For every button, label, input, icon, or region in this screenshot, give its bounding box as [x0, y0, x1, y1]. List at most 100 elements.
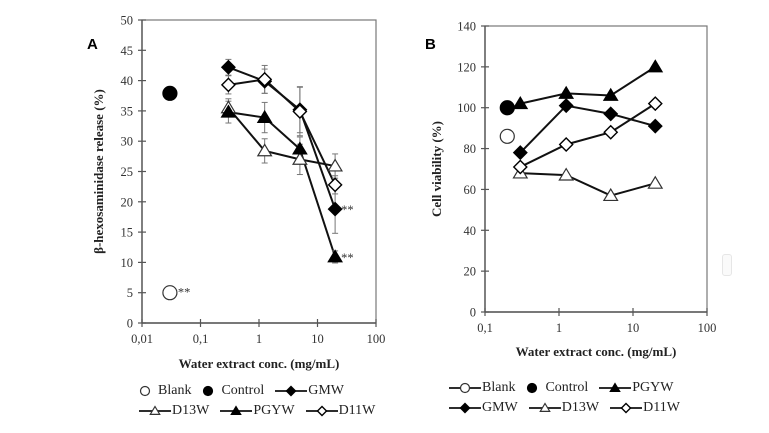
legend-marker: [459, 402, 471, 414]
pa-point-d13w: [292, 151, 308, 165]
pa-y-tick-label: 45: [121, 44, 134, 58]
legend-item-pgyw: PGYW: [598, 378, 673, 398]
legend-item-d13w: D13W: [528, 398, 599, 418]
pb-x-tick-label: 100: [698, 321, 717, 335]
pa-point-blank: [162, 285, 178, 301]
legend-item-blank: Blank: [138, 381, 191, 401]
pa-line-gmw: [228, 66, 337, 210]
pa-y-tick-label: 5: [127, 286, 133, 300]
pb-point-d11w: [512, 159, 528, 175]
pa-point-pgyw: [327, 249, 343, 263]
pa-point-pgyw: [220, 104, 237, 118]
legend-symbol-gmw-icon: [275, 385, 308, 397]
legend-row: GMW D13W D11W: [448, 398, 690, 418]
legend-label: Control: [221, 383, 265, 398]
pa-point-d13w: [256, 143, 273, 157]
pb-y-tick-label: 80: [464, 142, 477, 156]
legend-marker: [230, 405, 243, 415]
pa-point-d11w: [220, 77, 236, 93]
legend-label: Blank: [158, 383, 192, 398]
pa-point-pgyw: [256, 109, 273, 124]
pa-y-tick-label: 15: [121, 226, 134, 240]
legend-label: GMW: [308, 383, 345, 398]
legend-symbol-pgyw-icon: [220, 405, 253, 415]
legend-item-control: Control: [201, 381, 264, 401]
pb-y-tick-label: 20: [464, 265, 477, 279]
legend-item-d13w: D13W: [138, 401, 209, 421]
pa-y-tick-label: 40: [121, 74, 134, 88]
pa-y-tick-label: 35: [121, 104, 134, 118]
pa-y-tick-label: 30: [121, 135, 134, 149]
pa-point-d11w: [292, 104, 308, 119]
legend-marker: [459, 382, 471, 394]
legend-symbol-d13w-icon: [139, 405, 171, 415]
pb-point-d13w: [558, 167, 575, 181]
chart-a-plot: 0 5 10 15 20 25 30 35 40 45 50 0,01 0,1 1 10 100 Water e…: [91, 14, 385, 372]
pb-y-tick-label: 0: [470, 306, 476, 320]
pa-significance-pgyw: **: [341, 251, 354, 265]
pb-line-d13w: [520, 172, 656, 197]
legend-marker: [203, 385, 214, 397]
pa-x-tick-label: 1: [256, 332, 262, 346]
legend-symbol-d13w-icon: [528, 402, 561, 412]
pa-y-tick-label: 25: [121, 165, 134, 179]
pa-point-d11w: [257, 71, 273, 87]
legend-marker: [609, 382, 622, 392]
pb-y-tick-label: 120: [457, 60, 476, 74]
pa-point-control: [162, 85, 178, 101]
pb-point-pgyw: [602, 87, 619, 101]
pb-point-pgyw: [512, 95, 529, 110]
legend-symbol-gmw-icon: [449, 402, 481, 414]
pa-y-tick-label: 0: [127, 317, 133, 331]
pb-line-gmw: [519, 104, 656, 154]
pa-point-d11w: [327, 177, 343, 193]
pb-point-gmw: [603, 106, 619, 122]
pa-point-gmw: [220, 59, 236, 75]
legend-label: D11W: [643, 400, 680, 415]
legend-label: D13W: [172, 403, 210, 418]
pb-line-pgyw: [520, 66, 656, 105]
legend-label: Blank: [482, 380, 516, 395]
legend-a: Blank Control GMW D13W PGYW D11W: [138, 381, 385, 421]
legend-item-blank: Blank: [448, 378, 515, 398]
pb-point-pgyw: [647, 59, 664, 73]
pb-point-control: [499, 100, 515, 116]
pa-line-d11w: [228, 78, 337, 186]
pb-x-tick-label: 1: [556, 321, 562, 335]
pa-y-tick-label: 10: [121, 256, 134, 270]
pb-point-d13w: [602, 187, 619, 202]
legend-label: D11W: [338, 403, 376, 418]
legend-label: GMW: [482, 400, 518, 415]
legend-label: PGYW: [253, 403, 295, 418]
pb-y-tick-label: 60: [464, 183, 477, 197]
legend-item-d11w: D11W: [609, 398, 680, 418]
pa-y-tick-label: 50: [121, 14, 134, 28]
legend-marker: [139, 385, 151, 397]
pb-point-gmw: [647, 118, 663, 134]
legend-row: Blank Control PGYW: [448, 378, 690, 398]
pa-x-axis-title: Water extract conc. (mg/mL): [179, 356, 340, 371]
pb-point-d11w: [558, 136, 574, 152]
pa-y-axis-title: β-hexosaminidase release (%): [91, 89, 106, 254]
pa-point-gmw: [327, 201, 343, 217]
pb-point-pgyw: [558, 85, 575, 99]
panel-label-b: B: [425, 36, 436, 53]
legend-symbol-control-icon: [203, 385, 214, 397]
pb-y-tick-label: 100: [457, 101, 476, 115]
legend-label: Control: [545, 380, 589, 395]
pb-y-tick-label: 140: [457, 20, 476, 34]
legend-marker: [285, 385, 297, 397]
pb-point-gmw: [512, 145, 528, 161]
legend-symbol-d11w-icon: [305, 405, 338, 417]
pa-significance-blank: **: [178, 286, 191, 300]
panel-label-a: A: [87, 36, 98, 53]
legend-row: Blank Control GMW: [138, 381, 385, 401]
pb-point-d11w: [647, 96, 663, 112]
pa-x-tick-label: 10: [311, 332, 324, 346]
legend-item-gmw: GMW: [448, 398, 518, 418]
pa-line-d13w: [227, 107, 336, 168]
legend-symbol-control-icon: [527, 382, 538, 394]
legend-marker: [316, 405, 328, 417]
legend-marker: [538, 402, 551, 412]
